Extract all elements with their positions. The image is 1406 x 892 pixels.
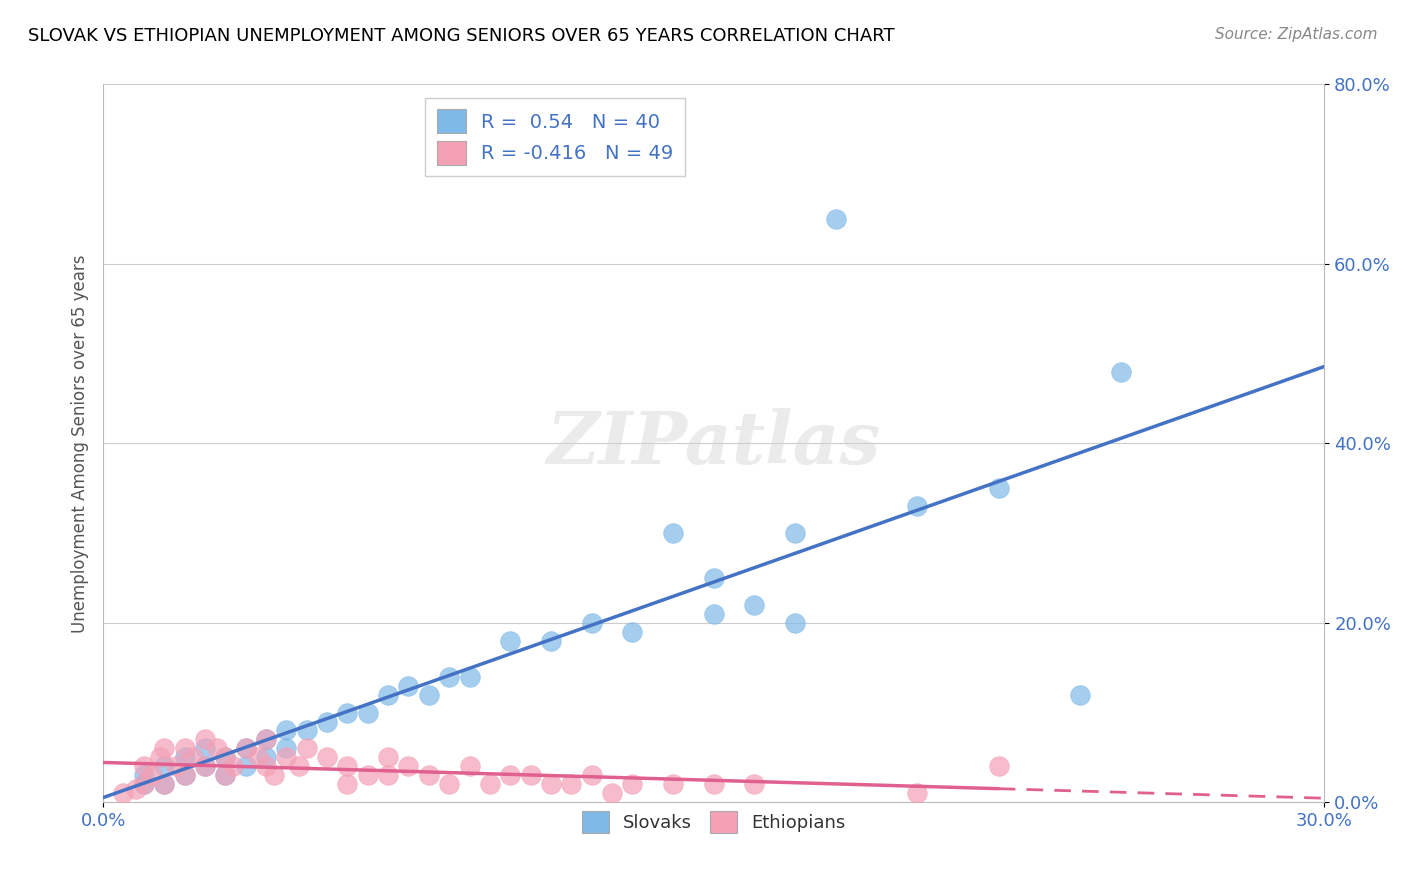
- Point: [540, 777, 562, 791]
- Point: [581, 768, 603, 782]
- Point: [222, 759, 245, 773]
- Point: [149, 750, 172, 764]
- Point: [703, 571, 725, 585]
- Point: [418, 768, 440, 782]
- Point: [357, 706, 380, 720]
- Point: [194, 759, 217, 773]
- Point: [703, 777, 725, 791]
- Point: [153, 741, 176, 756]
- Point: [112, 786, 135, 800]
- Point: [499, 633, 522, 648]
- Point: [276, 750, 298, 764]
- Point: [703, 607, 725, 621]
- Point: [254, 750, 277, 764]
- Point: [132, 777, 155, 791]
- Point: [336, 706, 359, 720]
- Point: [398, 679, 420, 693]
- Point: [173, 741, 195, 756]
- Point: [744, 777, 766, 791]
- Point: [785, 526, 807, 541]
- Point: [173, 768, 195, 782]
- Point: [153, 777, 176, 791]
- Point: [560, 777, 582, 791]
- Point: [214, 768, 236, 782]
- Point: [621, 777, 644, 791]
- Point: [519, 768, 541, 782]
- Point: [173, 768, 195, 782]
- Point: [418, 688, 440, 702]
- Point: [478, 777, 501, 791]
- Point: [316, 750, 339, 764]
- Point: [254, 759, 277, 773]
- Point: [214, 768, 236, 782]
- Point: [499, 768, 522, 782]
- Text: ZIPatlas: ZIPatlas: [547, 408, 880, 479]
- Point: [905, 786, 928, 800]
- Point: [125, 781, 148, 796]
- Point: [1109, 365, 1132, 379]
- Point: [205, 741, 228, 756]
- Point: [235, 741, 257, 756]
- Point: [254, 732, 277, 747]
- Point: [295, 741, 318, 756]
- Point: [458, 759, 481, 773]
- Point: [437, 670, 460, 684]
- Point: [987, 481, 1010, 495]
- Point: [153, 759, 176, 773]
- Point: [662, 526, 685, 541]
- Point: [336, 777, 359, 791]
- Point: [141, 768, 163, 782]
- Point: [377, 688, 399, 702]
- Point: [235, 741, 257, 756]
- Point: [194, 732, 217, 747]
- Point: [987, 759, 1010, 773]
- Point: [235, 759, 257, 773]
- Point: [825, 212, 848, 227]
- Point: [287, 759, 309, 773]
- Point: [276, 723, 298, 738]
- Point: [458, 670, 481, 684]
- Point: [173, 750, 195, 764]
- Point: [246, 750, 269, 764]
- Point: [276, 741, 298, 756]
- Point: [132, 777, 155, 791]
- Point: [540, 633, 562, 648]
- Point: [377, 750, 399, 764]
- Point: [785, 615, 807, 630]
- Point: [662, 777, 685, 791]
- Point: [165, 759, 187, 773]
- Point: [1069, 688, 1091, 702]
- Point: [581, 615, 603, 630]
- Point: [336, 759, 359, 773]
- Point: [316, 714, 339, 729]
- Point: [905, 499, 928, 513]
- Point: [214, 750, 236, 764]
- Point: [263, 768, 285, 782]
- Point: [153, 777, 176, 791]
- Point: [295, 723, 318, 738]
- Y-axis label: Unemployment Among Seniors over 65 years: Unemployment Among Seniors over 65 years: [72, 254, 89, 632]
- Point: [214, 750, 236, 764]
- Point: [377, 768, 399, 782]
- Point: [437, 777, 460, 791]
- Point: [357, 768, 380, 782]
- Point: [181, 750, 204, 764]
- Point: [621, 624, 644, 639]
- Point: [744, 598, 766, 612]
- Text: SLOVAK VS ETHIOPIAN UNEMPLOYMENT AMONG SENIORS OVER 65 YEARS CORRELATION CHART: SLOVAK VS ETHIOPIAN UNEMPLOYMENT AMONG S…: [28, 27, 894, 45]
- Legend: Slovaks, Ethiopians: Slovaks, Ethiopians: [571, 800, 856, 844]
- Point: [254, 732, 277, 747]
- Point: [600, 786, 623, 800]
- Point: [398, 759, 420, 773]
- Text: Source: ZipAtlas.com: Source: ZipAtlas.com: [1215, 27, 1378, 42]
- Point: [132, 759, 155, 773]
- Point: [194, 741, 217, 756]
- Point: [194, 759, 217, 773]
- Point: [132, 768, 155, 782]
